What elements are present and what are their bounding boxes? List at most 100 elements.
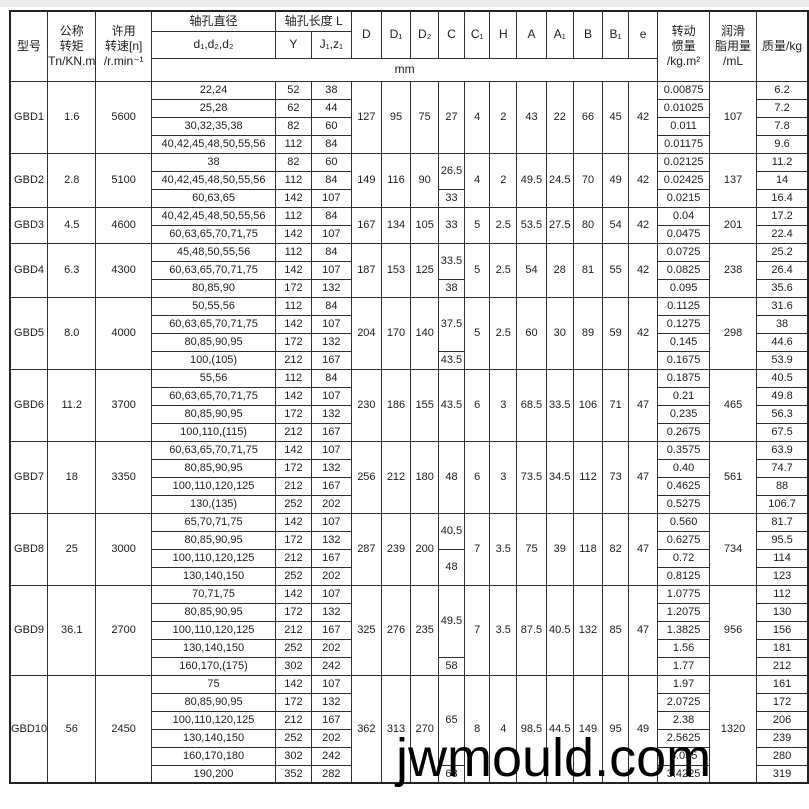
cell-A1: 33.5 [545,368,574,442]
cell-H: 3.5 [489,512,518,586]
cell-D1: 186 [380,368,412,442]
cell-bore: 80,85,90,95 [150,530,277,550]
cell-Jz: 202 [310,638,353,658]
cell-model: GBD9 [9,584,49,676]
cell-bore: 190,200 [150,764,277,784]
cell-C1: 4 [463,152,491,208]
cell-bore: 30,32,35,38 [150,116,277,136]
cell-model: GBD2 [9,152,49,208]
cell-mass: 53.9 [756,350,809,370]
cell-grease: 107 [708,80,758,154]
cell-speed: 2450 [95,674,152,784]
cell-inertia: 1.77 [657,656,710,676]
cell-inertia: 0.01175 [657,134,710,154]
cell-Jz: 84 [310,368,353,388]
table-row: GBD1 1.6 5600 22,24 52 38 127 95 75 27 4 2 43 22 66 45 4… [9,80,809,154]
header-grease: 润滑 脂用量 /mL [708,10,758,82]
cell-Jz: 44 [310,98,353,118]
cell-speed: 5600 [95,80,152,154]
cell-mass: 31.6 [756,296,809,316]
cell-A: 53.5 [516,206,547,244]
cell-inertia: 0.5275 [657,494,710,514]
cell-D2: 75 [410,80,440,154]
cell-D: 127 [351,80,382,154]
cell-mass: 95.5 [756,530,809,550]
cell-B: 149 [572,674,604,784]
cell-speed: 3700 [95,368,152,442]
cell-D: 362 [351,674,382,784]
cell-D1: 116 [380,152,412,208]
cell-Jz: 107 [310,386,353,406]
cell-inertia: 0.095 [657,278,710,298]
cell-e: 49 [627,674,659,784]
cell-Y: 142 [275,260,312,280]
cell-bore: 80,85,90,95 [150,404,277,424]
cell-bore: 80,85,90,95 [150,602,277,622]
cell-torque: 36.1 [47,584,97,676]
cell-bore: 60,63,65,70,71,75 [150,440,277,460]
cell-bore: 80,85,90,95 [150,692,277,712]
cell-A: 60 [516,296,547,370]
cell-Y: 212 [275,710,312,730]
cell-inertia: 0.8125 [657,566,710,586]
cell-Jz: 132 [310,530,353,550]
cell-B: 132 [572,584,604,676]
cell-B1: 59 [602,296,629,370]
cell-model: GBD6 [9,368,49,442]
table-row: 130,140,150 252 202 2.5625 239 [10,728,809,748]
cell-Y: 302 [275,746,312,766]
cell-D2: 125 [410,242,440,298]
cell-A1: 28 [545,242,574,298]
cell-C: 48 [438,548,465,586]
cell-D1: 239 [380,512,412,586]
cell-bore: 25,28 [150,98,277,118]
cell-inertia: 2.0725 [657,692,710,712]
cell-C: 33 [438,206,465,244]
header-row-1: 型号 公称 转矩 Tn/KN.m 许用 转速[n] /r.min⁻¹ 轴孔直径 … [9,10,809,82]
cell-C: 33.5 [438,242,465,280]
cell-mass: 212 [756,656,809,676]
cell-C: 49.5 [438,584,465,658]
watermark: jwmould.com [396,728,712,788]
cell-mass: 280 [756,746,809,766]
cell-e: 47 [627,440,659,514]
coupling-spec-table: 型号 公称 转矩 Tn/KN.m 许用 转速[n] /r.min⁻¹ 轴孔直径 … [9,10,809,784]
cell-inertia: 2.38 [657,710,710,730]
table-row: GBD8 25 3000 65,70,71,75 142 107 287 239 200 40.5… [9,512,809,586]
cell-inertia: 0.0825 [657,260,710,280]
cell-Y: 142 [275,188,312,208]
header-C1: C₁ [463,10,491,59]
cell-torque: 18 [47,440,97,514]
header-Y: Y [275,30,312,59]
cell-Y: 112 [275,368,312,388]
cell-Jz: 132 [310,278,353,298]
cell-A1: 24.5 [545,152,574,208]
cell-D2: 155 [410,368,440,442]
top-strip [0,0,809,7]
table-row: 80,85,90,95 172 132 0.145 44.6 [10,332,809,352]
header-B1: B₁ [602,10,629,59]
cell-bore: 60,63,65,70,71,75 [150,224,277,244]
cell-Y: 142 [275,674,312,694]
cell-Y: 82 [275,152,312,172]
cell-Y: 142 [275,440,312,460]
cell-Jz: 84 [310,296,353,316]
cell-mass: 56.3 [756,404,809,424]
cell-Y: 142 [275,386,312,406]
table-row: GBD2 2.8 5100 38 82 60 149 116 90 26.5 4 2 49.5 24.5 7… [9,152,809,208]
cell-e: 42 [627,296,659,370]
cell-Jz: 107 [310,512,353,532]
cell-bore: 75 [150,674,277,694]
cell-C1: 4 [463,80,491,154]
cell-mass: 74.7 [756,458,809,478]
cell-bore: 60,63,65 [150,188,277,208]
cell-D2: 200 [410,512,440,586]
cell-A1: 34.5 [545,440,574,514]
cell-D: 204 [351,296,382,370]
cell-bore: 40,42,45,48,50,55,56 [150,170,277,190]
table-row: 100,110,(115) 212 167 0.2675 67.5 [10,422,809,442]
header-unit-mm: mm [150,57,659,82]
cell-bore: 160,170,(175) [150,656,277,676]
cell-Jz: 84 [310,206,353,226]
table-row: 60,63,65,70,71,75 142 107 0.0475 22.4 [10,224,809,244]
